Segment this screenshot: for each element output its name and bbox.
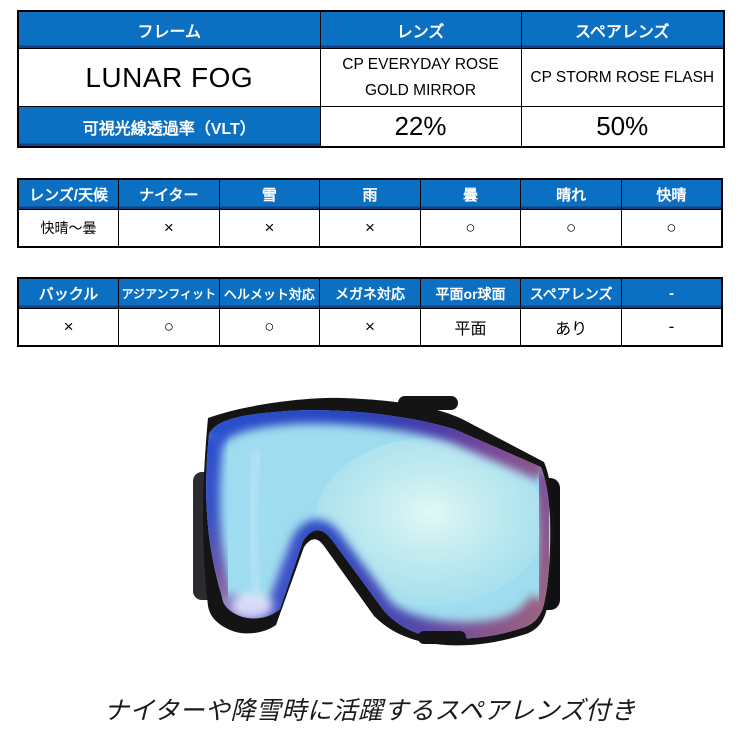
feature-value-spare: あり [520, 308, 622, 347]
weather-table-data-row: 快晴～曇 × × × ○ ○ ○ [17, 209, 723, 248]
weather-mark-clear: ○ [620, 209, 723, 248]
weather-header-sunny: 晴れ [520, 178, 622, 210]
vlt-spare-value: 50% [520, 106, 725, 148]
weather-mark-cloudy: ○ [419, 209, 522, 248]
weather-table-header-row: レンズ/天候 ナイター 雪 雨 曇 晴れ 快晴 [17, 178, 723, 210]
vlt-label: 可視光線透過率（VLT） [17, 106, 321, 148]
weather-header-snow: 雪 [218, 178, 321, 210]
spec-header-frame: フレーム [17, 10, 321, 49]
spec-table-name-row: LUNAR FOG CP EVERYDAY ROSE GOLD MIRROR C… [17, 48, 725, 107]
frame-name: LUNAR FOG [17, 48, 321, 107]
feature-table-header-row: バックル アジアンフィット ヘルメット対応 メガネ対応 平面or球面 スペアレン… [17, 277, 723, 309]
feature-header-spare-lens: スペアレンズ [520, 277, 622, 309]
caption-text: ナイターや降雪時に活躍するスペアレンズ付き [103, 697, 637, 725]
feature-value-helmet: ○ [218, 308, 321, 347]
weather-header-clear: 快晴 [620, 178, 723, 210]
feature-value-glasses: × [319, 308, 421, 347]
feature-value-asian-fit: ○ [118, 308, 220, 347]
goggles-image [193, 396, 560, 646]
spare-lens-name: CP STORM ROSE FLASH [520, 48, 725, 107]
lens-name: CP EVERYDAY ROSE GOLD MIRROR [319, 48, 522, 107]
weather-header-cloudy: 曇 [419, 178, 522, 210]
spec-table-vlt-row: 可視光線透過率（VLT） 22% 50% [17, 106, 725, 148]
feature-header-buckle: バックル [17, 277, 120, 309]
spec-header-spare-lens: スペアレンズ [520, 10, 725, 49]
feature-value-dash: - [620, 308, 723, 347]
weather-mark-sunny: ○ [520, 209, 622, 248]
weather-mark-snow: × [218, 209, 321, 248]
weather-row-label: 快晴～曇 [17, 209, 120, 248]
feature-header-dash: - [620, 277, 723, 309]
spec-header-lens: レンズ [319, 10, 522, 49]
feature-header-asian-fit: アジアンフィット [118, 277, 220, 309]
feature-table: バックル アジアンフィット ヘルメット対応 メガネ対応 平面or球面 スペアレン… [17, 277, 723, 347]
spec-table-header-row: フレーム レンズ スペアレンズ [17, 10, 725, 49]
weather-header-lens-weather: レンズ/天候 [17, 178, 120, 210]
feature-header-helmet: ヘルメット対応 [218, 277, 321, 309]
feature-value-flat: 平面 [419, 308, 522, 347]
weather-header-rain: 雨 [319, 178, 421, 210]
vlt-lens-value: 22% [319, 106, 522, 148]
feature-table-data-row: × ○ ○ × 平面 あり - [17, 308, 723, 347]
weather-header-night: ナイター [118, 178, 220, 210]
spec-table: フレーム レンズ スペアレンズ LUNAR FOG CP EVERYDAY RO… [17, 10, 725, 148]
feature-value-buckle: × [17, 308, 120, 347]
weather-mark-rain: × [319, 209, 421, 248]
weather-mark-night: × [118, 209, 220, 248]
feature-header-flat-or-spherical: 平面or球面 [419, 277, 522, 309]
feature-header-glasses: メガネ対応 [319, 277, 421, 309]
weather-table: レンズ/天候 ナイター 雪 雨 曇 晴れ 快晴 快晴～曇 × × × ○ ○ ○ [17, 178, 723, 248]
